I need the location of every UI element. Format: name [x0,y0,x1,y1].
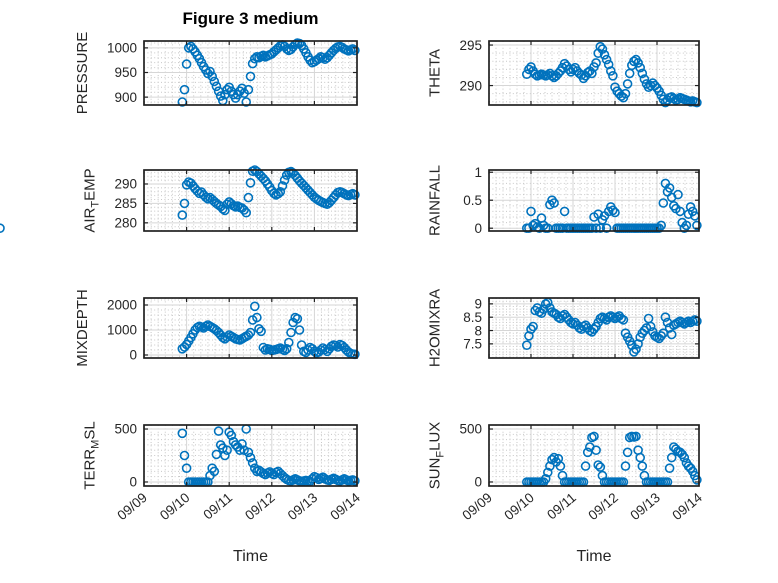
x-axis-label-left: Time [233,548,268,565]
svg-text:2000: 2000 [107,298,137,313]
axes-box [143,424,358,487]
y-axis-label-rainfall: RAINFALL [427,165,444,236]
subplot-sun-flux: 0 500 SUNFLUX 09/09 09/10 09/11 09/12 09/13 09/1… [427,422,706,523]
svg-text:09/10: 09/10 [157,490,193,523]
minor-grid [489,425,699,486]
svg-text:1000: 1000 [107,41,137,56]
y-axis-label-mixdepth: MIXDEPTH [74,289,91,367]
y-axis-label-theta: THETA [427,49,444,97]
axes-box [143,297,358,359]
subplot-terr-msl: 0 500 TERRMSL 09/09 09/10 09/11 09/12 09/13 09/1… [82,421,364,523]
axes-box [143,169,358,232]
tick-marks [488,298,700,358]
subplot-pressure: 900 950 1000 PRESSURE [74,32,360,115]
svg-text:0: 0 [129,348,137,363]
svg-text:09/09: 09/09 [114,490,150,523]
svg-text:8.5: 8.5 [463,310,482,325]
svg-text:09/09: 09/09 [459,490,495,523]
svg-text:0.5: 0.5 [463,193,482,208]
x-tick-labels: 09/09 09/10 09/11 09/12 09/13 09/14 [459,490,705,524]
svg-text:0: 0 [474,221,482,236]
scatter-markers [177,165,360,220]
svg-text:0: 0 [474,475,482,490]
tick-marks [488,425,700,486]
y-axis-label-sun-flux: SUNFLUX [427,422,447,490]
subplot-theta: 290 295 THETA [427,38,702,108]
svg-text:500: 500 [114,422,137,437]
svg-text:290: 290 [114,177,137,192]
svg-text:280: 280 [114,216,137,231]
tick-marks [143,170,358,231]
y-tick-labels: 290 295 [459,38,482,94]
svg-text:7.5: 7.5 [463,337,482,352]
y-axis-label-pressure: PRESSURE [74,32,91,115]
y-tick-labels: 00.51 [463,165,482,236]
scatter-markers [177,424,360,487]
y-tick-labels: 7.588.59 [463,297,482,352]
x-axis-label-right: Time [576,548,612,565]
y-tick-labels: 0 1000 2000 [107,298,137,363]
scatter-markers [177,301,360,360]
minor-grid [489,170,699,231]
y-tick-labels: 900 950 1000 [107,41,137,105]
svg-text:0: 0 [129,475,137,490]
svg-text:1000: 1000 [107,323,137,338]
y-tick-labels: 0 500 [459,422,482,490]
svg-text:9: 9 [474,297,482,312]
y-axis-label-air-temp: AIRTEMP [82,168,102,232]
axes-box [488,297,700,359]
tick-marks [488,41,700,105]
svg-text:09/11: 09/11 [200,490,235,523]
x-tick-labels: 09/09 09/10 09/11 09/12 09/13 09/14 [114,490,363,524]
svg-text:285: 285 [114,196,137,211]
svg-text:09/11: 09/11 [544,490,579,523]
subplot-mixdepth: 0 1000 2000 MIXDEPTH [74,289,360,367]
svg-text:09/13: 09/13 [627,490,663,523]
axes-box [488,40,700,106]
tick-marks [143,425,358,486]
svg-text:900: 900 [114,90,137,105]
scatter-markers [521,41,702,108]
svg-text:295: 295 [459,38,482,53]
svg-text:8: 8 [474,323,482,338]
svg-text:1: 1 [474,165,482,180]
major-grid [489,298,699,358]
scatter-markers [177,38,360,107]
svg-text:500: 500 [459,422,482,437]
svg-text:290: 290 [459,78,482,93]
svg-text:09/10: 09/10 [501,490,537,523]
svg-text:09/14: 09/14 [327,490,363,524]
y-tick-labels: 0 500 [114,422,137,490]
svg-text:09/13: 09/13 [285,490,321,523]
y-axis-label-terr-msl: TERRMSL [82,421,102,489]
svg-text:09/12: 09/12 [585,490,621,523]
subplot-air-temp: 280 285 290 AIRTEMP [82,165,360,233]
tick-marks [488,170,700,231]
y-tick-labels: 280 285 290 [114,177,137,231]
svg-text:09/14: 09/14 [669,490,705,524]
axes-box [488,424,700,487]
tick-marks [143,298,358,358]
scatter-markers [0,178,702,233]
tick-marks [143,41,358,105]
svg-text:09/12: 09/12 [242,490,278,523]
y-axis-label-h2omixra: H2OMIXRA [427,289,444,367]
subplot-h2omixra: 7.588.59 H2OMIXRA [427,289,702,367]
scatter-markers [521,297,702,357]
svg-text:950: 950 [114,65,137,80]
figure-title: Figure 3 medium [182,9,319,28]
